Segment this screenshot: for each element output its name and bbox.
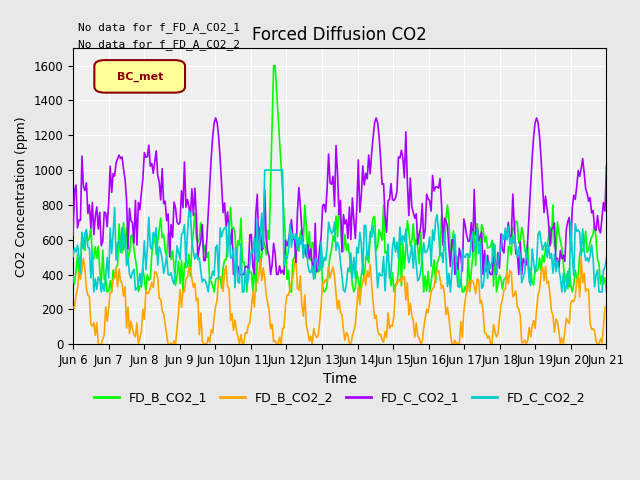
Y-axis label: CO2 Concentration (ppm): CO2 Concentration (ppm) [15,116,28,276]
Text: No data for f_FD_A_CO2_1: No data for f_FD_A_CO2_1 [78,22,241,33]
Title: Forced Diffusion CO2: Forced Diffusion CO2 [252,26,427,44]
Text: No data for f_FD_A_CO2_2: No data for f_FD_A_CO2_2 [78,39,241,50]
X-axis label: Time: Time [323,372,356,386]
Text: BC_met: BC_met [116,71,163,82]
FancyBboxPatch shape [94,60,185,93]
Legend: FD_B_CO2_1, FD_B_CO2_2, FD_C_CO2_1, FD_C_CO2_2: FD_B_CO2_1, FD_B_CO2_2, FD_C_CO2_1, FD_C… [89,386,591,409]
